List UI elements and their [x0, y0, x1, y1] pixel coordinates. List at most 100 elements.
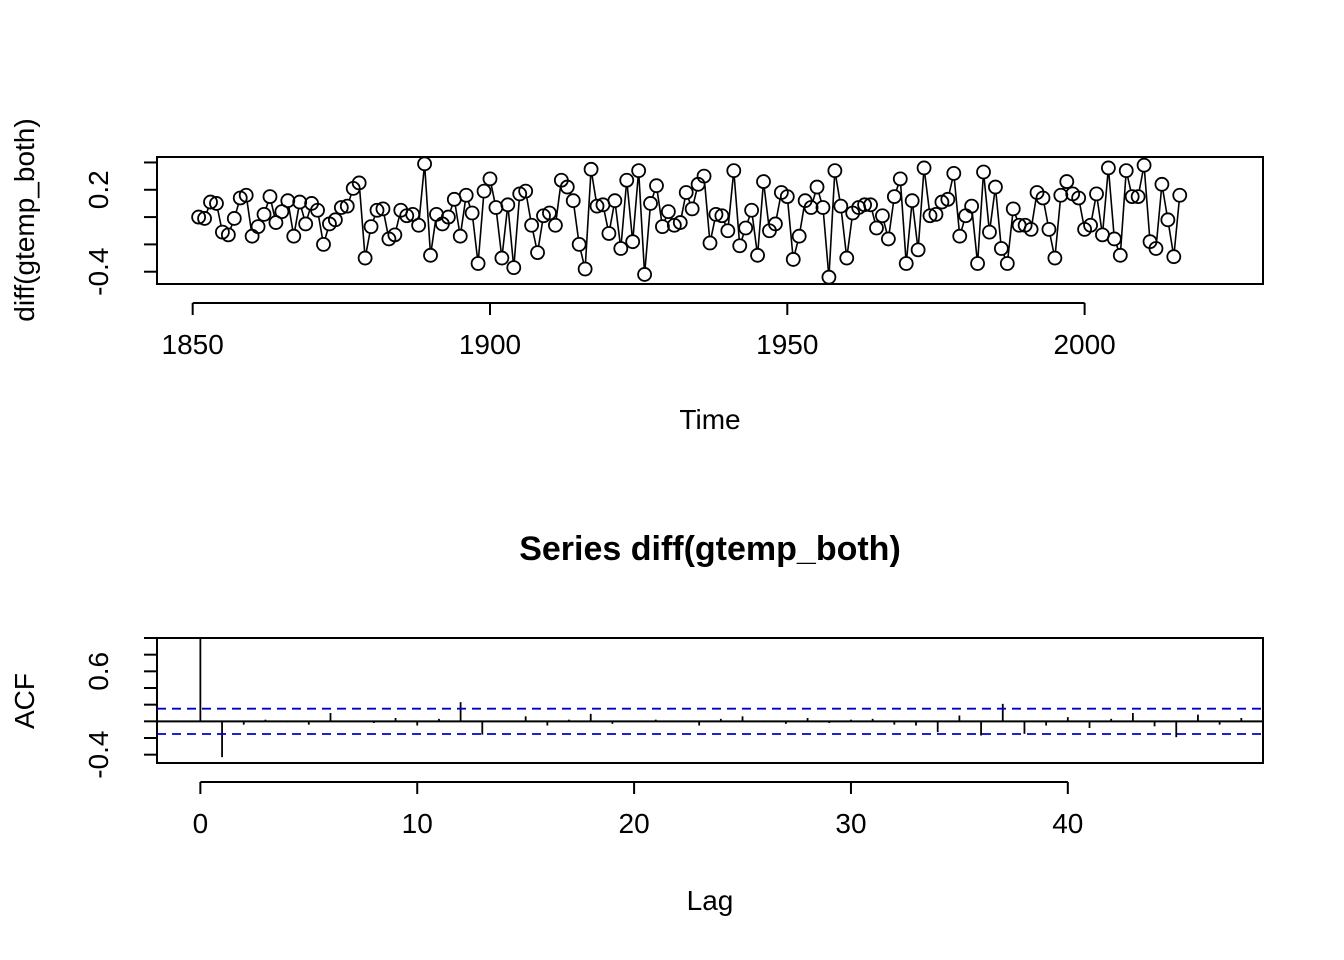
data-point	[785, 252, 801, 267]
series-segment	[1007, 215, 1014, 258]
series-segment	[579, 250, 585, 263]
data-point	[238, 187, 254, 203]
series-segment	[449, 205, 454, 212]
data-point	[1124, 189, 1140, 205]
data-point	[827, 163, 843, 179]
time-series-y-axis-title: diff(gtemp_both)	[9, 118, 40, 321]
data-point	[649, 178, 664, 194]
data-point	[589, 198, 605, 214]
data-point	[286, 228, 302, 244]
data-point	[274, 204, 290, 220]
data-point	[262, 189, 278, 205]
data-point	[1160, 212, 1176, 228]
time-series-x-axis: 1850 1900 1950 2000	[162, 302, 1116, 360]
data-point	[964, 198, 980, 214]
series-segment	[977, 178, 984, 258]
series-segment	[1090, 200, 1097, 220]
data-point	[405, 206, 421, 222]
data-point	[1100, 160, 1116, 176]
data-point	[411, 217, 427, 233]
series-segment	[460, 201, 467, 230]
data-point	[559, 179, 575, 195]
time-series-panel: 1850 1900 1950 2000 -0.4 0.2 Time diff(gtemp…	[9, 118, 1264, 435]
series-segment	[818, 193, 822, 202]
series-segment	[710, 220, 716, 237]
series-segment	[656, 191, 663, 221]
series-segment	[895, 184, 899, 191]
series-segment	[1096, 200, 1103, 229]
data-point	[417, 156, 432, 172]
series-segment	[348, 194, 352, 201]
series-segment	[794, 242, 799, 254]
data-point	[482, 171, 498, 187]
series-segment	[995, 193, 1002, 243]
acf-y-axis-title: ACF	[9, 673, 40, 729]
series-segment	[1102, 174, 1109, 229]
time-series-line	[191, 156, 1188, 285]
data-point	[399, 208, 415, 224]
series-segment	[507, 211, 514, 262]
series-segment	[603, 210, 609, 228]
series-segment	[912, 207, 919, 244]
data-point	[310, 202, 325, 218]
data-point	[363, 219, 379, 235]
series-segment	[953, 179, 960, 230]
data-point	[880, 231, 896, 247]
time-series-x-tick-label: 1850	[162, 329, 224, 360]
data-point	[333, 200, 349, 215]
series-segment	[1155, 190, 1163, 243]
data-point	[1035, 190, 1051, 206]
data-point	[1148, 241, 1164, 256]
series-segment	[265, 202, 269, 209]
data-point	[821, 269, 837, 285]
data-point	[1041, 221, 1057, 237]
series-segment	[1119, 177, 1127, 249]
series-segment	[799, 206, 805, 230]
series-segment	[472, 219, 479, 258]
data-point	[339, 198, 355, 214]
time-series-x-tick-label: 2000	[1053, 329, 1115, 360]
data-point	[946, 165, 962, 181]
data-point	[1112, 247, 1128, 263]
series-segment	[614, 207, 621, 243]
data-point	[619, 172, 635, 188]
acf-x-tick-label: 30	[835, 808, 866, 839]
data-point	[1130, 189, 1146, 205]
series-segment	[365, 232, 371, 252]
data-point	[833, 198, 849, 214]
series-segment	[835, 176, 841, 200]
data-point	[387, 227, 403, 243]
series-segment	[317, 216, 324, 239]
series-segment	[467, 201, 471, 208]
acf-x-axis-title: Lag	[687, 885, 734, 916]
series-segment	[1049, 235, 1055, 252]
data-point	[244, 228, 260, 244]
series-segment	[1168, 226, 1174, 251]
series-segment	[846, 219, 853, 252]
series-segment	[917, 174, 925, 244]
series-segment	[763, 187, 770, 225]
data-point	[565, 193, 581, 209]
data-point	[1154, 176, 1170, 192]
data-point	[203, 194, 218, 210]
data-point	[1047, 250, 1063, 266]
data-point	[625, 234, 641, 250]
data-point	[601, 226, 617, 241]
data-point	[993, 241, 1009, 256]
series-segment	[532, 231, 537, 247]
acf-y-tick-label: -0.4	[83, 731, 114, 779]
data-point	[220, 227, 236, 243]
data-point	[952, 228, 968, 244]
data-point	[940, 191, 956, 207]
data-point	[1089, 186, 1104, 202]
series-segment	[591, 175, 597, 200]
series-segment	[525, 197, 532, 220]
series-segment	[989, 193, 996, 226]
data-point	[726, 163, 742, 179]
series-segment	[644, 209, 651, 269]
series-segment	[584, 175, 592, 263]
series-segment	[746, 216, 751, 223]
data-point	[1005, 201, 1021, 217]
data-point	[583, 161, 599, 177]
series-segment	[537, 222, 544, 247]
